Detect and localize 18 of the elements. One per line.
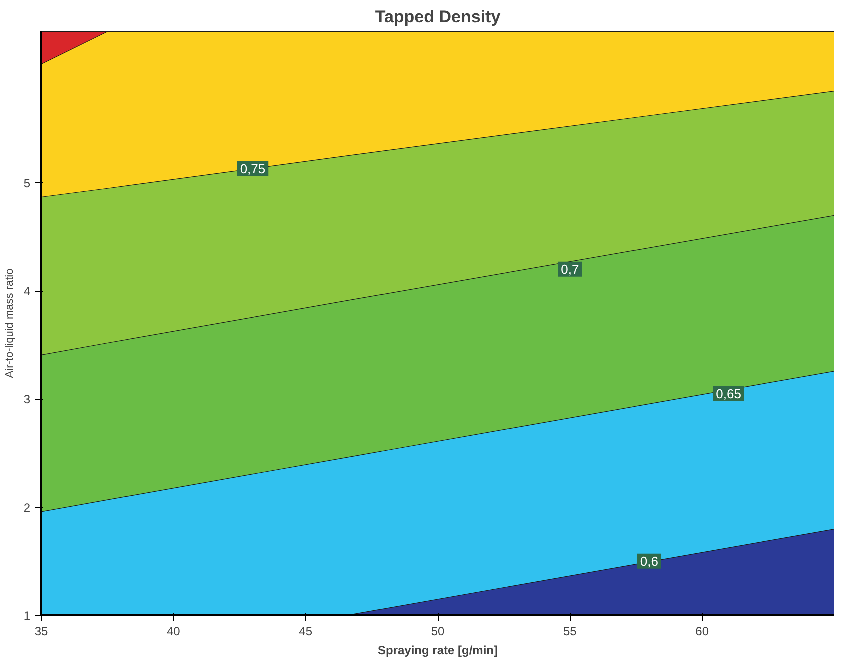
x-tick-label: 55 xyxy=(563,624,578,638)
chart-title: Tapped Density xyxy=(375,8,502,26)
x-tick-label: 45 xyxy=(299,624,313,638)
annotation: 0,7 xyxy=(561,262,580,277)
annotation: 0,75 xyxy=(240,161,266,176)
x-tick-label: 35 xyxy=(34,624,48,638)
y-tick-label: 4 xyxy=(24,284,31,299)
annotation: 0,65 xyxy=(716,386,742,402)
x-axis-title: Spraying rate [g/min] xyxy=(378,644,498,658)
annotation: 0,6 xyxy=(640,554,659,569)
y-tick-label: 2 xyxy=(24,500,31,515)
y-tick-label: 1 xyxy=(24,609,31,623)
x-tick-label: 40 xyxy=(166,624,181,638)
y-tick-label: 5 xyxy=(24,176,31,190)
x-tick-label: 60 xyxy=(696,624,710,638)
y-tick-label: 3 xyxy=(24,392,31,407)
y-axis-title: Air-to-liquid mass ratio xyxy=(4,268,16,378)
x-tick-label: 50 xyxy=(431,624,445,638)
